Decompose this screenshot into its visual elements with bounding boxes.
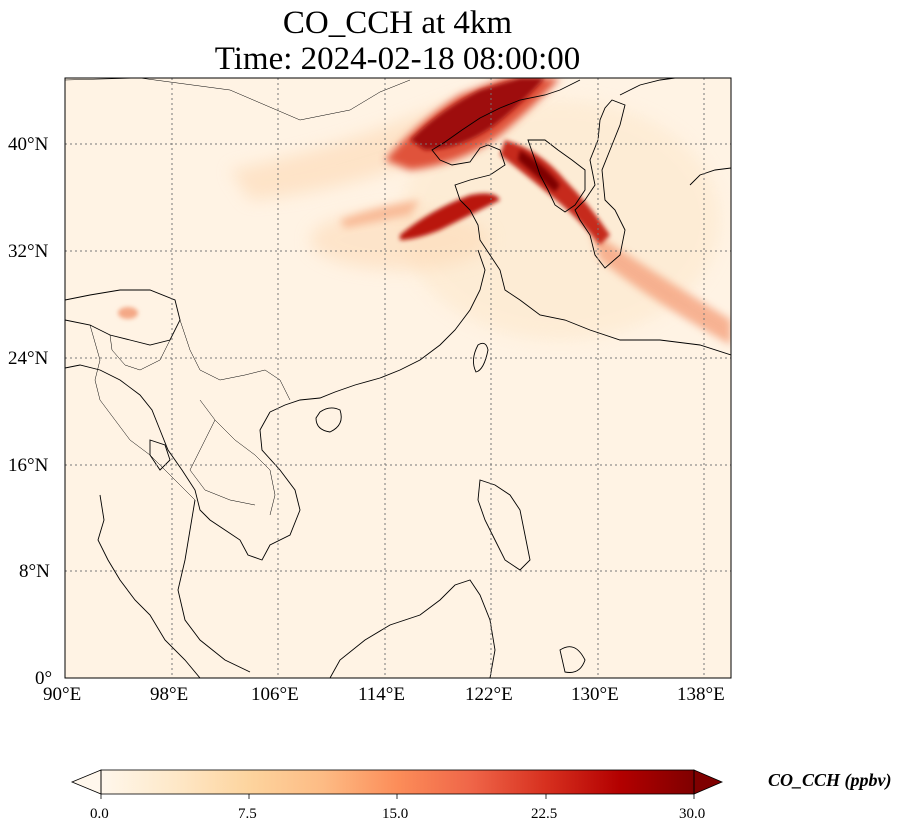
- lat-tick-24n: 24°N: [8, 348, 49, 369]
- colorbar-tick-2: 15.0: [382, 806, 409, 822]
- colorbar: [70, 769, 724, 799]
- lon-tick-106e: 106°E: [251, 684, 299, 705]
- colorbar-label: CO_CCH (ppbv): [768, 770, 892, 790]
- colorbar-gradient: [101, 770, 694, 794]
- lon-tick-122e: 122°E: [465, 684, 513, 705]
- title-line-1: CO_CCH at 4km: [282, 5, 513, 41]
- map-frame: [64, 77, 732, 679]
- title-line-2: Time: 2024-02-18 08:00:00: [214, 41, 581, 77]
- lat-tick-16n: 16°N: [8, 455, 49, 476]
- colorbar-tick-0: 0.0: [90, 806, 109, 822]
- lon-tick-98e: 98°E: [150, 684, 189, 705]
- concentration-field: [118, 78, 731, 345]
- coastlines: [65, 78, 731, 678]
- colorbar-extend-low: [70, 769, 102, 795]
- lat-tick-8n: 8°N: [19, 561, 50, 582]
- lon-tick-130e: 130°E: [571, 684, 619, 705]
- lat-tick-32n: 32°N: [8, 241, 49, 262]
- colorbar-tick-3: 22.5: [531, 806, 558, 822]
- colorbar-tick-1: 7.5: [238, 806, 257, 822]
- lon-tick-114e: 114°E: [358, 684, 405, 705]
- lon-tick-90e: 90°E: [43, 684, 82, 705]
- lat-tick-0: 0°: [35, 668, 53, 689]
- lat-tick-40n: 40°N: [8, 134, 49, 155]
- gridlines: [65, 78, 731, 678]
- lon-tick-138e: 138°E: [677, 684, 725, 705]
- colorbar-extend-high: [693, 769, 724, 795]
- colorbar-tick-4: 30.0: [679, 806, 706, 822]
